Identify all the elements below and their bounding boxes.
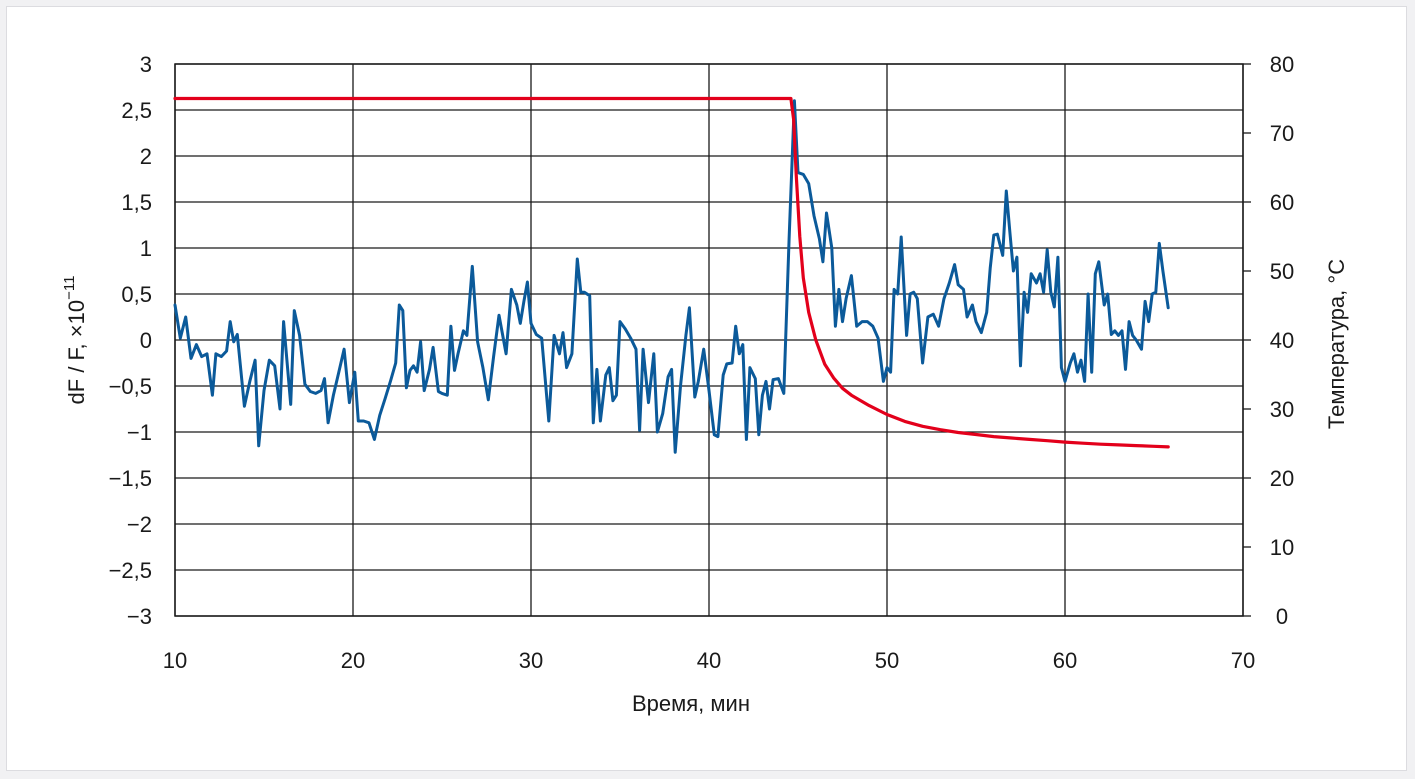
y-right-tick-label: 10 [1270, 535, 1294, 560]
y-left-tick-label: 3 [140, 52, 152, 77]
y-left-tick-label: 1,5 [121, 190, 152, 215]
x-tick-label: 40 [697, 648, 721, 673]
x-tick-label: 70 [1231, 648, 1255, 673]
chart-panel [6, 6, 1407, 771]
y-left-tick-label: 1 [140, 236, 152, 261]
y-right-tick-label: 60 [1270, 190, 1294, 215]
x-tick-label: 10 [163, 648, 187, 673]
y-left-tick-label: −3 [127, 604, 152, 629]
right-axis-ticks: 80 70 60 50 40 30 20 10 0 [1243, 52, 1294, 629]
temperature-series-line [173, 96, 1170, 449]
y-left-tick-label: 0,5 [121, 282, 152, 307]
y-right-tick-label: 70 [1270, 121, 1294, 146]
y-left-tick-label: −2,5 [109, 558, 152, 583]
y-left-tick-label: −2 [127, 512, 152, 537]
y-left-axis-title: dF / F, ×10−11 [61, 276, 89, 405]
left-axis-ticks: 3 2,5 2 1,5 1 0,5 0 −0,5 −1 −1,5 −2 −2,5 −3 [109, 52, 152, 629]
y-right-tick-label: 50 [1270, 259, 1294, 284]
series-group [173, 96, 1170, 454]
y-left-tick-label: −0,5 [109, 374, 152, 399]
x-axis-title: Время, мин [632, 691, 750, 716]
y-left-tick-label: −1 [127, 420, 152, 445]
x-tick-label: 30 [519, 648, 543, 673]
y-right-axis-title: Температура, °C [1324, 259, 1349, 429]
y-left-axis-title-exponent: −11 [61, 276, 78, 300]
y-left-tick-label: 0 [140, 328, 152, 353]
y-right-tick-label: 30 [1270, 397, 1294, 422]
y-left-tick-label: −1,5 [109, 466, 152, 491]
x-tick-label: 20 [341, 648, 365, 673]
x-tick-label: 60 [1053, 648, 1077, 673]
y-left-tick-label: 2 [140, 144, 152, 169]
df-series-line [173, 99, 1170, 454]
y-right-tick-label: 80 [1270, 52, 1294, 77]
x-axis-ticks: 10 20 30 40 50 60 70 [163, 648, 1255, 673]
y-right-tick-label: 0 [1276, 604, 1288, 629]
y-left-axis-title-main: dF / F, ×10 [64, 300, 89, 405]
y-right-tick-label: 20 [1270, 466, 1294, 491]
grid [174, 63, 1244, 617]
y-right-tick-label: 40 [1270, 328, 1294, 353]
x-tick-label: 50 [875, 648, 899, 673]
y-left-tick-label: 2,5 [121, 98, 152, 123]
